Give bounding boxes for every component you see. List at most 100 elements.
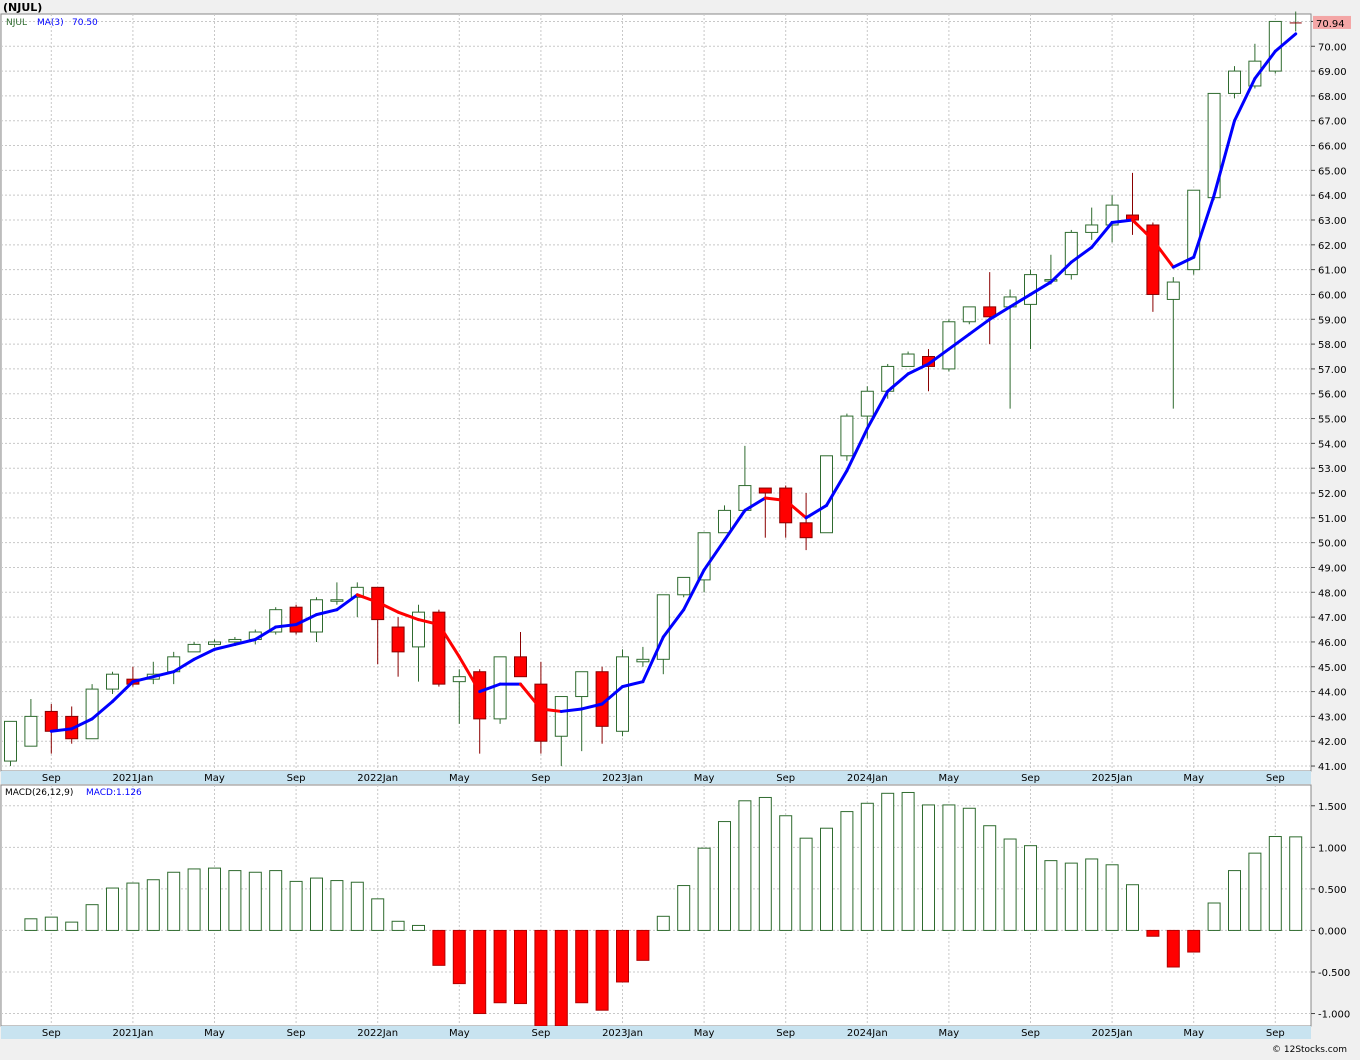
macd-bar <box>636 929 650 961</box>
macd-bar <box>1024 845 1037 931</box>
ma-segment <box>1029 280 1053 296</box>
macd-bar <box>452 929 466 985</box>
macd-x-tick-label: 2025Jan <box>1092 1028 1133 1039</box>
price-y-tick-label: 41.00 <box>1318 762 1347 773</box>
macd-bar <box>983 825 997 931</box>
ma-segment <box>274 623 298 629</box>
candle-body <box>187 643 201 653</box>
ma-segment <box>131 675 155 684</box>
candle <box>922 349 935 392</box>
macd-bar <box>534 929 548 1027</box>
macd-label: MACD(26,12,9) <box>5 788 73 798</box>
ma-segment <box>1131 218 1155 242</box>
macd-bar <box>208 867 221 931</box>
ma-segment <box>519 682 543 711</box>
macd-y-tick-label: -0.500 <box>1318 968 1350 979</box>
candle-body <box>636 658 650 663</box>
macd-bar <box>758 796 772 931</box>
price-y-tick-label: 58.00 <box>1318 340 1347 351</box>
candle-body <box>820 455 833 534</box>
candle <box>983 272 997 345</box>
candle-body <box>1024 274 1037 305</box>
candle <box>799 493 813 551</box>
candle-body <box>473 671 487 720</box>
candle <box>350 582 364 618</box>
macd-bar <box>1146 929 1160 937</box>
macd-bar <box>738 800 752 931</box>
price-y-axis: 41.00 42.00 43.00 44.00 45.00 46.00 47.00 48.00… <box>1311 17 1347 773</box>
candle <box>432 609 446 687</box>
macd-bar <box>595 929 609 1011</box>
ma-segment <box>682 568 706 612</box>
candle-body <box>575 671 589 698</box>
candle-body <box>1166 281 1180 300</box>
candle-body <box>44 710 58 732</box>
candle <box>534 661 548 754</box>
price-y-tick-label: 45.00 <box>1318 663 1347 674</box>
candle-body <box>493 656 507 720</box>
price-x-tick-label: May <box>939 773 960 784</box>
macd-bar <box>228 870 242 931</box>
candle <box>1289 11 1302 32</box>
ma-segment <box>192 647 216 661</box>
price-x-tick-label: Sep <box>776 773 795 784</box>
ma-segment <box>967 317 992 336</box>
macd-bar <box>942 804 956 931</box>
candle <box>1064 229 1078 280</box>
macd-x-tick-label: May <box>939 1028 960 1039</box>
macd-bar <box>616 929 629 983</box>
ma-segment <box>335 593 359 612</box>
macd-x-tick-label: Sep <box>776 1028 795 1039</box>
price-y-tick-label: 56.00 <box>1318 390 1347 401</box>
ma-segment <box>1192 193 1216 259</box>
candle-body <box>1228 70 1241 94</box>
ma-label: MA(3) <box>37 18 64 28</box>
candle <box>636 646 650 667</box>
ma-segment <box>580 702 604 711</box>
price-x-tick-label: Sep <box>1021 773 1040 784</box>
macd-bar <box>187 868 201 931</box>
candle-body <box>228 638 242 643</box>
macd-bar <box>840 811 854 931</box>
price-y-tick-label: 51.00 <box>1318 514 1347 525</box>
macd-bar <box>493 929 507 1004</box>
candle-body <box>1085 224 1099 233</box>
macd-bars <box>24 791 1303 1027</box>
price-y-tick-label: 48.00 <box>1318 588 1347 599</box>
candle <box>44 703 58 754</box>
ma-segment <box>743 496 767 512</box>
candle-body <box>1248 60 1262 87</box>
price-y-tick-label: 63.00 <box>1318 216 1347 227</box>
macd-bar <box>1187 929 1201 953</box>
macd-bar <box>310 877 323 931</box>
ma-segment <box>90 700 114 721</box>
macd-x-tick-label: Sep <box>1266 1028 1285 1039</box>
copyright-text: © 12Stocks.com <box>1272 1045 1347 1055</box>
chart-title: (NJUL) <box>3 1 42 14</box>
macd-x-tick-label: Sep <box>531 1028 550 1039</box>
ma-segment <box>886 372 910 393</box>
candle-body <box>350 586 364 598</box>
ma-segment <box>804 503 828 520</box>
macd-y-tick-label: 0.000 <box>1318 926 1347 937</box>
ma-segment <box>702 538 726 572</box>
macd-bar <box>65 921 79 931</box>
ma-segment <box>784 498 808 520</box>
candle <box>4 720 17 767</box>
ma-segment <box>437 623 461 659</box>
price-x-tick-label: 2021Jan <box>112 773 153 784</box>
macd-y-tick-label: 1.000 <box>1318 843 1347 854</box>
candle-body <box>289 606 303 633</box>
macd-bar <box>1126 884 1139 931</box>
macd-bar <box>962 807 976 931</box>
price-y-tick-label: 55.00 <box>1318 415 1347 426</box>
price-y-tick-label: 68.00 <box>1318 92 1347 103</box>
price-x-tick-label: May <box>694 773 715 784</box>
ma-segment <box>1008 292 1032 309</box>
macd-bar <box>432 929 446 966</box>
macd-bar <box>1085 858 1099 931</box>
candle-body <box>391 626 405 653</box>
ma-segment <box>213 642 237 651</box>
